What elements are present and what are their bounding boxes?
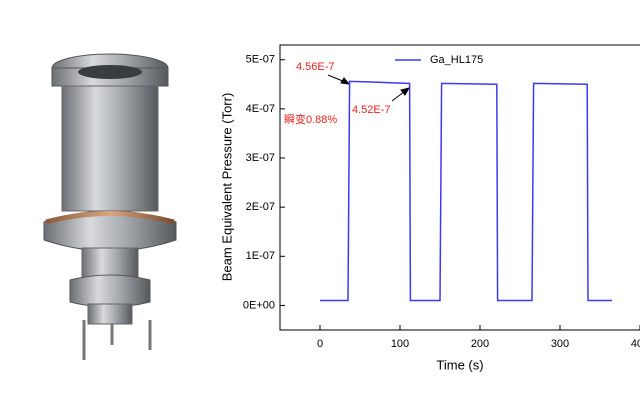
plot-frame: [279, 44, 640, 331]
y-tick-label: 1E-07: [246, 250, 275, 262]
x-tick-label: 100: [391, 338, 409, 350]
x-tick-label: 0: [317, 338, 323, 350]
series-line: [320, 80, 612, 302]
equipment-illustration: [43, 53, 177, 360]
x-tick-label: 300: [551, 338, 569, 350]
annotation: 4.56E-7: [296, 61, 335, 73]
y-tick-label: 3E-07: [246, 152, 275, 164]
annotation: 瞬变0.88%: [284, 112, 337, 126]
y-tick-label: 4E-07: [246, 103, 275, 115]
legend-label: Ga_HL175: [430, 54, 483, 66]
x-axis-title: Time (s): [436, 357, 483, 372]
x-tick-label: 200: [471, 338, 489, 350]
y-tick-label: 2E-07: [246, 201, 275, 213]
annotation-arrows: [327, 74, 411, 102]
y-axis-title: Beam Equivalent Pressure (Torr): [219, 93, 234, 282]
x-tick-label: 400: [631, 338, 640, 350]
y-tick-label: 0E+00: [243, 299, 275, 311]
y-tick-label: 5E-07: [246, 54, 275, 66]
annotation: 4.52E-7: [352, 104, 391, 116]
